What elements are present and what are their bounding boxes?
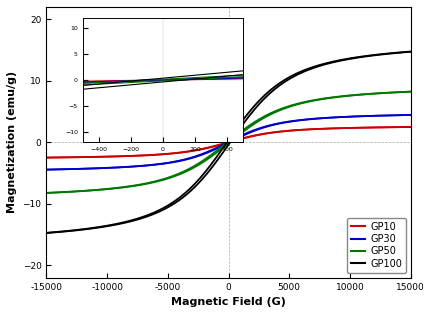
X-axis label: Magnetic Field (G): Magnetic Field (G) [171, 297, 286, 307]
Y-axis label: Magnetization (emu/g): Magnetization (emu/g) [7, 71, 17, 213]
Legend: GP10, GP30, GP50, GP100: GP10, GP30, GP50, GP100 [347, 218, 406, 273]
